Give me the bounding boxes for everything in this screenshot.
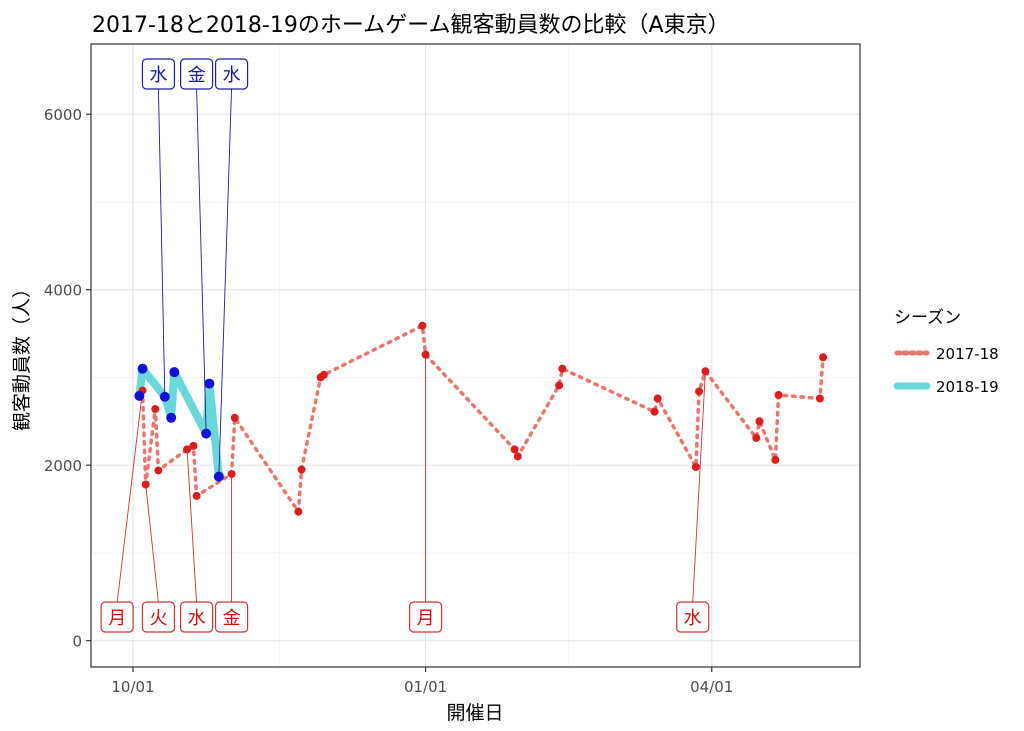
annotation-text-1: 火 [149, 608, 167, 629]
legend-label-2018-19: 2018-19 [936, 378, 999, 396]
annotation-label-0: 月 [100, 601, 134, 633]
point-2017-18-15 [510, 445, 519, 454]
point-2017-18-4 [183, 445, 192, 454]
x-axis-label: 開催日 [446, 702, 503, 724]
annotation-label-1: 火 [141, 601, 176, 633]
annotation-box-4 [408, 601, 443, 633]
y-tick-label-0: 0 [72, 633, 82, 651]
annotation-label-3: 金 [214, 601, 249, 633]
annotation-label-6: 水 [141, 58, 176, 90]
point-2017-18-29 [819, 353, 828, 362]
annotation-label-4: 月 [408, 601, 443, 633]
point-2018-19-5 [201, 428, 212, 439]
point-2017-18-21 [691, 462, 700, 471]
point-2017-18-19 [650, 407, 659, 416]
point-2017-18-20 [653, 394, 662, 403]
annotation-text-2: 水 [188, 608, 206, 629]
annotation-text-3: 金 [223, 608, 241, 629]
point-2017-18-22 [695, 387, 704, 396]
annotation-leader-0 [116, 390, 143, 604]
annotation-box-8 [214, 58, 249, 90]
annotation-leader-1 [145, 484, 159, 604]
annotation-leader-8 [218, 87, 233, 477]
x-tick-label-1: 01/01 [404, 678, 447, 696]
point-2018-19-4 [169, 367, 180, 378]
point-2017-18-3 [154, 466, 163, 475]
point-2018-19-6 [204, 378, 215, 389]
annotation-text-6: 水 [149, 65, 167, 86]
annotation-text-0: 月 [108, 608, 126, 629]
point-2017-18-25 [755, 417, 764, 426]
annotation-label-8: 水 [214, 58, 249, 90]
point-2017-18-1 [141, 480, 150, 489]
point-2017-18-18 [558, 364, 567, 373]
point-2017-18-12 [319, 370, 328, 379]
annotation-box-7 [180, 58, 214, 90]
annotation-text-7: 金 [188, 65, 206, 86]
annotation-text-8: 水 [223, 65, 241, 86]
point-2017-18-2 [151, 405, 160, 414]
legend-title: シーズン [894, 308, 961, 328]
point-2017-18-13 [418, 321, 427, 330]
point-2017-18-24 [752, 433, 761, 442]
point-2018-19-1 [137, 363, 148, 374]
annotation-leader-2 [186, 449, 198, 604]
point-2018-19-2 [159, 391, 170, 402]
point-2018-19-3 [166, 412, 177, 423]
annotation-box-5 [676, 601, 710, 633]
annotation-text-4: 月 [417, 608, 435, 629]
point-2017-18-9 [294, 507, 303, 516]
y-axis-label: 観客動員数（人） [11, 279, 33, 431]
x-tick-label-2: 04/01 [690, 678, 733, 696]
annotation-label-7: 金 [180, 58, 214, 90]
point-2017-18-17 [555, 381, 564, 390]
point-2017-18-10 [297, 465, 306, 474]
annotation-label-5: 水 [676, 601, 710, 633]
annotation-leader-5 [692, 371, 706, 604]
annotation-leaders [116, 87, 706, 604]
series-line-2018-19 [135, 364, 223, 481]
annotation-box-1 [141, 601, 176, 633]
annotation-box-0 [100, 601, 134, 633]
point-2017-18-7 [227, 469, 236, 478]
annotation-leader-7 [196, 87, 207, 434]
chart-title: 2017-18と2018-19のホームゲーム観客動員数の比較（A東京） [92, 13, 730, 38]
annotation-label-2: 水 [180, 601, 214, 633]
point-2017-18-28 [815, 394, 824, 403]
annotation-leader-6 [157, 87, 166, 397]
annotation-labels: 月火水金月水水金水 [100, 58, 710, 633]
annotation-box-2 [180, 601, 214, 633]
annotation-box-3 [214, 601, 249, 633]
y-tick-label-1: 2000 [44, 457, 82, 475]
legend-label-2017-18: 2017-18 [936, 345, 999, 363]
point-2018-19-0 [134, 390, 145, 401]
plot-panel [91, 44, 860, 667]
point-2017-18-27 [774, 390, 783, 399]
x-tick-label-0: 10/01 [111, 678, 154, 696]
point-2017-18-6 [192, 491, 201, 500]
annotation-box-6 [141, 58, 176, 90]
legend: シーズン 2017-18 2018-19 [893, 308, 999, 396]
y-tick-label-3: 6000 [44, 106, 82, 124]
point-2017-18-8 [230, 413, 239, 422]
annotation-text-5: 水 [684, 608, 702, 629]
point-2017-18-23 [701, 367, 710, 376]
point-2017-18-16 [513, 452, 522, 461]
y-tick-label-2: 4000 [44, 282, 82, 300]
point-2017-18-14 [421, 350, 430, 359]
point-2018-19-7 [213, 471, 224, 482]
data-points [134, 321, 828, 516]
point-2017-18-26 [771, 455, 780, 464]
plot-border [90, 43, 861, 668]
axes: 0 2000 4000 6000 10/01 01/01 04/01 [44, 106, 734, 696]
point-2017-18-5 [189, 441, 198, 450]
legend-item-2017-18: 2017-18 [894, 345, 999, 363]
legend-item-2018-19: 2018-19 [893, 378, 999, 396]
